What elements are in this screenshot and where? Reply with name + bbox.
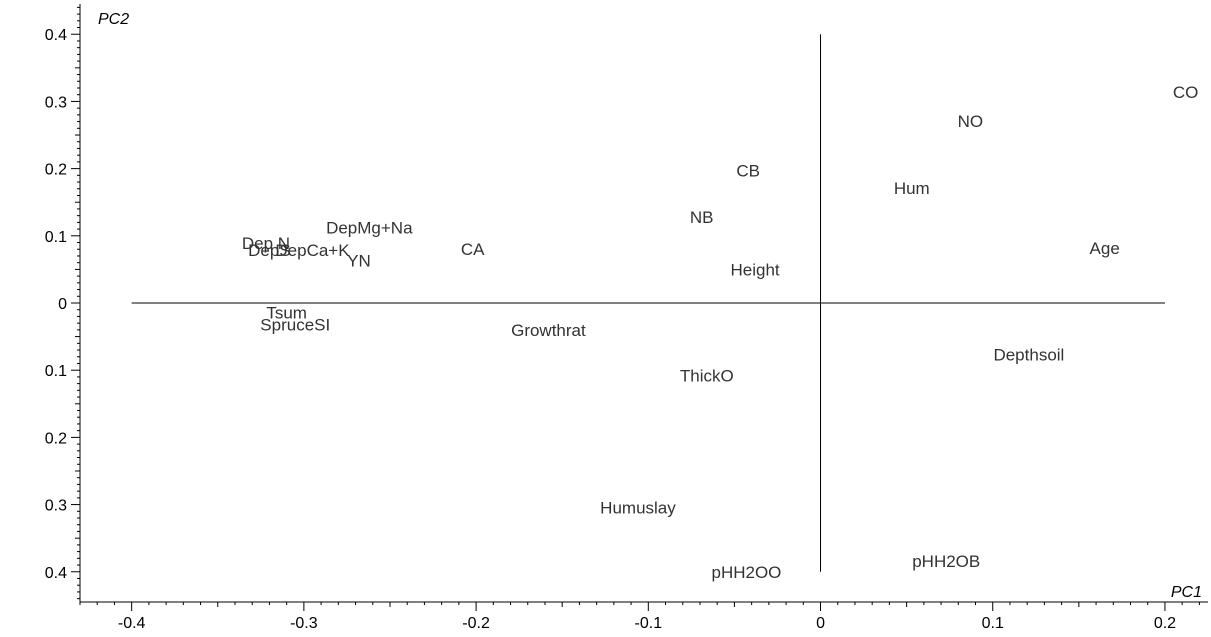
point-label: Tsum (266, 303, 307, 322)
minor-ticks (75, 6, 1200, 607)
x-tick-label: 0.1 (982, 615, 1004, 632)
point-label: CB (736, 162, 760, 181)
x-tick-label: -0.1 (635, 615, 663, 632)
y-tick-label: 0 (58, 296, 67, 313)
point-label: ThickO (680, 367, 734, 386)
y-tick-label: 0.3 (45, 94, 67, 111)
point-label: SpruceSI (260, 316, 330, 335)
y-tick-label: 0.4 (45, 27, 67, 44)
x-tick-label: 0.2 (1154, 615, 1176, 632)
x-tick-label: -0.2 (462, 615, 490, 632)
point-label: YN (347, 252, 371, 271)
x-axis-title: PC1 (1171, 584, 1202, 601)
point-label: Depthsoil (993, 346, 1064, 365)
x-tick-label: -0.4 (118, 615, 146, 632)
point-label: Dep N (242, 234, 290, 253)
x-tick-label: -0.3 (290, 615, 318, 632)
x-ticks: -0.4 -0.3 -0.2 -0.1 0 0.1 0.2 (118, 602, 1176, 632)
point-label: pHH2OO (712, 563, 782, 582)
point-label: DepS (248, 241, 291, 260)
y-axis-title: PC2 (98, 11, 129, 28)
x-tick-label: 0 (816, 615, 825, 632)
y-tick-label: 0.3 (45, 498, 67, 515)
point-label: CA (461, 240, 485, 259)
point-label: Growthrat (511, 321, 586, 340)
point-label: pHH2OB (912, 552, 980, 571)
y-tick-label: 0.1 (45, 363, 67, 380)
point-label: Hum (894, 179, 930, 198)
y-ticks: 0.4 0.3 0.2 0.1 0 0.1 0.2 0.3 0.4 (45, 27, 80, 582)
point-label: NO (958, 112, 984, 131)
point-label: NB (690, 208, 714, 227)
y-tick-label: 0.4 (45, 565, 67, 582)
y-tick-label: 0.1 (45, 229, 67, 246)
point-label: CO (1173, 83, 1199, 102)
y-tick-label: 0.2 (45, 162, 67, 179)
point-label: DepMg+Na (326, 219, 413, 238)
point-label: Humuslay (600, 498, 676, 517)
y-tick-label: 0.2 (45, 430, 67, 447)
point-label: DepCa+K (275, 241, 350, 260)
point-label: Age (1090, 239, 1120, 258)
reference-lines (131, 34, 1165, 572)
point-label: Height (731, 260, 780, 279)
